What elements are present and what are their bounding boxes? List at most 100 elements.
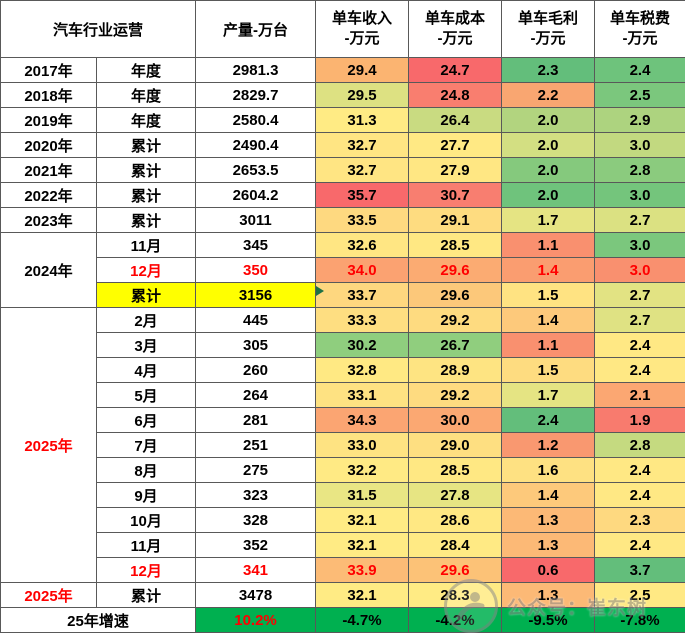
metric-cell: 1.4 — [501, 482, 596, 508]
metric-cell: 28.5 — [408, 457, 503, 483]
metric-cell: 31.3 — [315, 107, 410, 133]
metric-cell: 2.7 — [594, 207, 685, 233]
metric-cell: 29.2 — [408, 307, 503, 333]
metric-cell: 30.7 — [408, 182, 503, 208]
metric-cell: 32.6 — [315, 232, 410, 258]
metric-cell: 2.8 — [594, 157, 685, 183]
metric-cell: 29.4 — [315, 57, 410, 83]
metric-cell: 1.5 — [501, 282, 596, 308]
table-row: 11月 352 32.1 28.4 1.3 2.4 — [1, 532, 685, 558]
metric-cell: 1.3 — [501, 582, 596, 608]
metric-cell: 28.3 — [408, 582, 503, 608]
metric-cell: 2.4 — [594, 332, 685, 358]
metric-cell: 24.8 — [408, 82, 503, 108]
metric-cell: 31.5 — [315, 482, 410, 508]
metric-cell: 2.2 — [501, 82, 596, 108]
metric-cell: 32.7 — [315, 132, 410, 158]
period-cell: 11月 — [95, 532, 197, 558]
metric-cell: 2.3 — [501, 57, 596, 83]
production-cell: 328 — [195, 507, 317, 533]
production-cell: 2981.3 — [195, 57, 317, 83]
period-cell: 5月 — [95, 382, 197, 408]
metric-cell: 28.5 — [408, 232, 503, 258]
metric-cell: 2.4 — [594, 57, 685, 83]
production-cell: 264 — [195, 382, 317, 408]
table-row: 2019年 年度 2580.4 31.3 26.4 2.0 2.9 — [0, 107, 685, 133]
metric-cell: 29.6 — [408, 257, 503, 283]
metric-cell: 33.3 — [315, 307, 410, 333]
metric-cell: 3.0 — [594, 232, 685, 258]
period-cell: 累计 — [95, 157, 197, 183]
year-cell: 2022年 — [0, 182, 97, 208]
period-cell: 11月 — [95, 232, 197, 258]
year-cell: 2025年 — [0, 582, 97, 608]
production-cell: 445 — [195, 307, 317, 333]
metric-cell: 1.7 — [501, 382, 596, 408]
period-cell: 年度 — [95, 57, 197, 83]
metric-cell: 30.0 — [408, 407, 503, 433]
metric-cell: 30.2 — [315, 332, 410, 358]
metric-cell: 33.5 — [315, 207, 410, 233]
production-cell: 323 — [195, 482, 317, 508]
metric-cell: 2.5 — [594, 82, 685, 108]
metric-cell: 32.7 — [315, 157, 410, 183]
table-row: 5月 264 33.1 29.2 1.7 2.1 — [1, 382, 685, 408]
production-cell: 275 — [195, 457, 317, 483]
metric-cell: 35.7 — [315, 182, 410, 208]
metric-cell: 2.0 — [501, 182, 596, 208]
growth-metric-cell: -4.7% — [315, 607, 410, 633]
production-cell: 3011 — [195, 207, 317, 233]
period-cell: 12月 — [95, 557, 197, 583]
production-cell: 2604.2 — [195, 182, 317, 208]
metric-cell: 2.9 — [594, 107, 685, 133]
metric-cell: 2.3 — [594, 507, 685, 533]
header-tax-per-unit: 单车税费 -万元 — [594, 0, 685, 58]
production-cell: 2829.7 — [195, 82, 317, 108]
production-cell: 3156 — [195, 282, 317, 308]
table-row: 2024年 11月 345 32.6 28.5 1.1 3.0 — [0, 232, 685, 308]
period-cell: 累计 — [95, 582, 197, 608]
production-cell: 260 — [195, 357, 317, 383]
metric-cell: 29.2 — [408, 382, 503, 408]
metric-cell: 32.1 — [315, 532, 410, 558]
metric-cell: 33.0 — [315, 432, 410, 458]
period-cell: 年度 — [95, 107, 197, 133]
period-cell: 3月 — [95, 332, 197, 358]
production-cell: 251 — [195, 432, 317, 458]
year-cell: 2019年 — [0, 107, 97, 133]
year-cell: 2018年 — [0, 82, 97, 108]
metric-cell: 1.3 — [501, 507, 596, 533]
growth-metric-cell: -9.5% — [501, 607, 596, 633]
period-cell: 10月 — [95, 507, 197, 533]
metric-cell: 2.7 — [594, 282, 685, 308]
metric-cell: 1.4 — [501, 307, 596, 333]
growth-label-cell: 25年增速 — [0, 607, 197, 633]
period-cell: 年度 — [95, 82, 197, 108]
growth-metric-cell: -4.2% — [408, 607, 503, 633]
metric-cell: 32.2 — [315, 457, 410, 483]
metric-cell: 34.0 — [315, 257, 410, 283]
period-cell: 6月 — [95, 407, 197, 433]
metric-cell: 27.9 — [408, 157, 503, 183]
year-cell: 2025年 — [0, 307, 97, 583]
metric-cell: 3.7 — [594, 557, 685, 583]
metric-cell: 33.1 — [315, 382, 410, 408]
production-cell: 3478 — [195, 582, 317, 608]
period-cell: 累计 — [95, 182, 197, 208]
header-row: 汽车行业运营 产量-万台 单车收入 -万元 单车成本 -万元 单车毛利 -万元 … — [0, 0, 685, 58]
metric-cell: 27.8 — [408, 482, 503, 508]
table-row: 2023年 累计 3011 33.5 29.1 1.7 2.7 — [0, 207, 685, 233]
table-row: 9月 323 31.5 27.8 1.4 2.4 — [1, 482, 685, 508]
metric-cell: 2.5 — [594, 582, 685, 608]
metric-cell: 0.6 — [501, 557, 596, 583]
table-row: 6月 281 34.3 30.0 2.4 1.9 — [1, 407, 685, 433]
metric-cell: 2.7 — [594, 307, 685, 333]
metric-cell: 2.4 — [594, 532, 685, 558]
table-row: 2020年 累计 2490.4 32.7 27.7 2.0 3.0 — [0, 132, 685, 158]
metric-cell: 33.9 — [315, 557, 410, 583]
production-cell: 2580.4 — [195, 107, 317, 133]
table-row: 2018年 年度 2829.7 29.5 24.8 2.2 2.5 — [0, 82, 685, 108]
table-row: 4月 260 32.8 28.9 1.5 2.4 — [1, 357, 685, 383]
